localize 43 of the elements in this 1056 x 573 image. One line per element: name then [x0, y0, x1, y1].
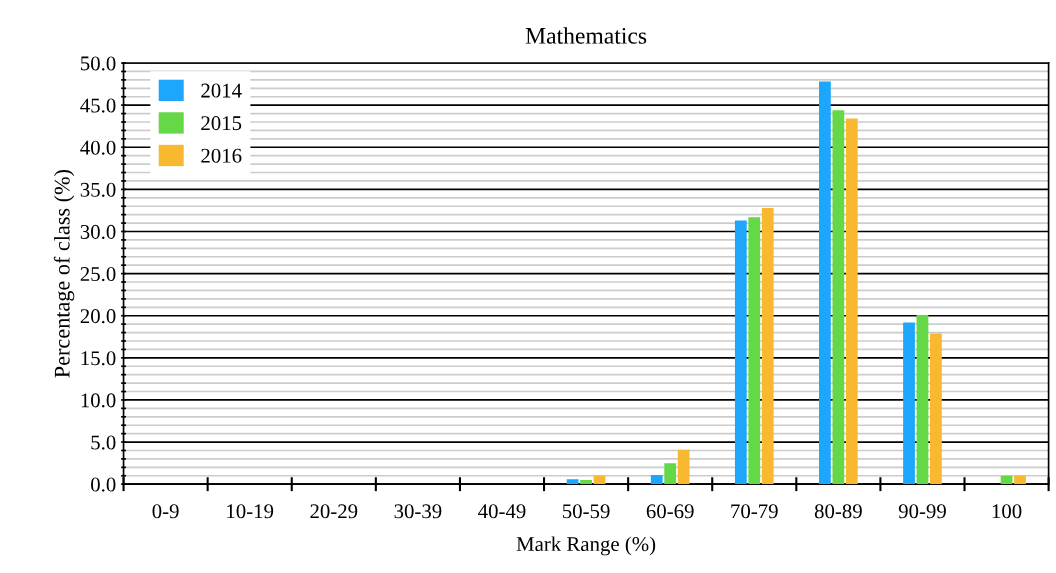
bar: [903, 322, 915, 485]
x-tick-label: 90-99: [898, 504, 946, 519]
bar: [566, 479, 579, 485]
x-tick-label: 60-69: [646, 504, 694, 519]
y-tick-label: 45.0: [80, 98, 116, 113]
y-tick-label: 20.0: [80, 309, 116, 324]
bar: [1014, 475, 1026, 485]
x-tick-label: 40-49: [478, 504, 526, 519]
x-tick-label: 100: [992, 504, 1022, 519]
x-tick-label: 50-59: [562, 504, 610, 519]
bar: [677, 449, 690, 485]
x-tick-label: 0-9: [152, 504, 179, 519]
bar: [734, 220, 747, 485]
legend-label: 2015: [201, 116, 242, 131]
y-tick-label: 35.0: [80, 182, 116, 197]
y-tick-label: 40.0: [80, 140, 116, 155]
bar: [845, 118, 858, 485]
y-tick-label: 10.0: [81, 393, 116, 408]
x-tick-label: 80-89: [814, 504, 862, 519]
y-tick-label: 50.0: [81, 56, 116, 71]
bar: [832, 110, 845, 485]
y-tick-label: 15.0: [81, 351, 116, 366]
x-tick-label: 20-29: [310, 504, 358, 519]
bar: [580, 479, 592, 485]
bar: [930, 333, 942, 485]
y-tick-label: 30.0: [80, 224, 116, 240]
bar: [664, 463, 677, 485]
x-tick-label: 10-19: [227, 504, 274, 519]
bar: [916, 314, 929, 485]
chart-title: Mathematics: [525, 27, 647, 44]
y-axis-title: Percentage of class (%): [53, 170, 75, 378]
y-tick-label: 5.0: [91, 435, 116, 450]
x-tick-label: 30-39: [394, 504, 442, 519]
y-tick-label: 0.0: [91, 477, 116, 492]
bar: [650, 474, 663, 485]
x-tick-label: 70-79: [731, 504, 778, 519]
y-tick-label: 25.0: [80, 266, 116, 282]
legend-label: 2016: [201, 148, 242, 163]
bar: [761, 207, 774, 485]
bar: [748, 217, 761, 485]
legend-label: 2014: [201, 83, 242, 98]
bar: [819, 81, 831, 485]
x-axis-title: Mark Range (%): [516, 536, 656, 556]
